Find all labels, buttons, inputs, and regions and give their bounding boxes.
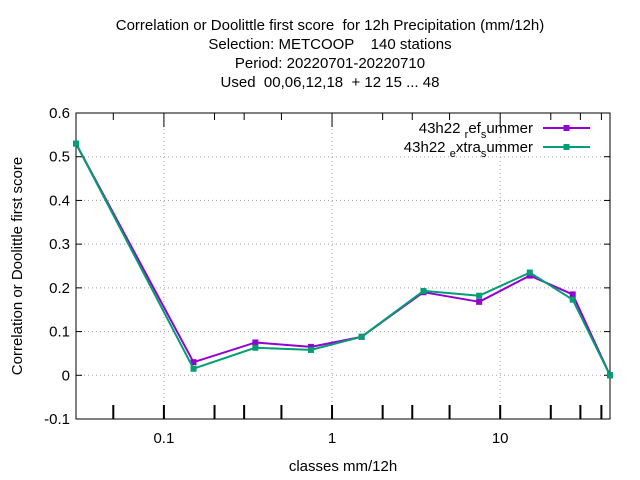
chart-title-line-3: Period: 20220701-20220710 bbox=[234, 55, 426, 72]
y-tick-label: 0 bbox=[62, 367, 70, 384]
y-axis-label: Correlation or Doolittle first score bbox=[9, 157, 26, 375]
legend-label-1: 43h22 refsummer bbox=[419, 120, 533, 141]
series-2-point bbox=[526, 269, 533, 276]
x-axis-label: classes mm/12h bbox=[289, 458, 397, 475]
series-1-point bbox=[476, 298, 483, 305]
y-tick-label: 0.6 bbox=[49, 105, 70, 122]
series-1-point bbox=[526, 272, 533, 279]
series-line-1 bbox=[75, 143, 611, 376]
legend-label-2: 43h22 extrasummer bbox=[404, 139, 533, 160]
chart-title-line-1: Correlation or Doolittle first score for… bbox=[115, 17, 545, 34]
x-tick-label: 0.1 bbox=[153, 430, 174, 447]
chart-title-line-4: Used 00,06,12,18 + 12 15 ... 48 bbox=[220, 74, 440, 91]
chart-title: Correlation or Doolittle first score for… bbox=[0, 16, 640, 92]
y-tick-label: 0.3 bbox=[49, 236, 70, 253]
legend-marker-1 bbox=[563, 125, 570, 131]
y-tick-label: 0.4 bbox=[49, 192, 70, 209]
y-tick-label: 0.1 bbox=[49, 324, 70, 341]
series-2-point bbox=[569, 296, 576, 303]
y-tick-label: 0.5 bbox=[49, 149, 70, 166]
series-2-point bbox=[476, 292, 483, 299]
series-2-point bbox=[358, 333, 365, 340]
series-2-point bbox=[420, 287, 427, 294]
plot-frame bbox=[75, 112, 611, 420]
series-1-point bbox=[308, 343, 315, 350]
series bbox=[73, 140, 613, 379]
y-tick-label: 0.2 bbox=[49, 280, 70, 297]
series-2-point bbox=[607, 372, 613, 379]
chart-title-line-2: Selection: METCOOP 140 stations bbox=[208, 36, 452, 53]
legend-marker-2 bbox=[563, 144, 570, 150]
x-tick-label: 1 bbox=[328, 430, 336, 447]
axis-ticks: -0.1 0 0.1 0.2 0.3 0.4 0.5 0.6 0.1 1 10 bbox=[44, 105, 610, 447]
series-2-point bbox=[252, 344, 259, 351]
y-tick-label: -0.1 bbox=[44, 411, 70, 428]
series-1-point bbox=[190, 359, 197, 366]
x-tick-label: 10 bbox=[492, 430, 509, 447]
series-2-point bbox=[73, 140, 79, 147]
series-2-point bbox=[308, 346, 315, 353]
series-2-point bbox=[190, 365, 197, 372]
series-line-2 bbox=[75, 143, 611, 376]
grid bbox=[76, 113, 610, 419]
series-1-point bbox=[569, 291, 576, 298]
series-1-point bbox=[252, 339, 259, 346]
